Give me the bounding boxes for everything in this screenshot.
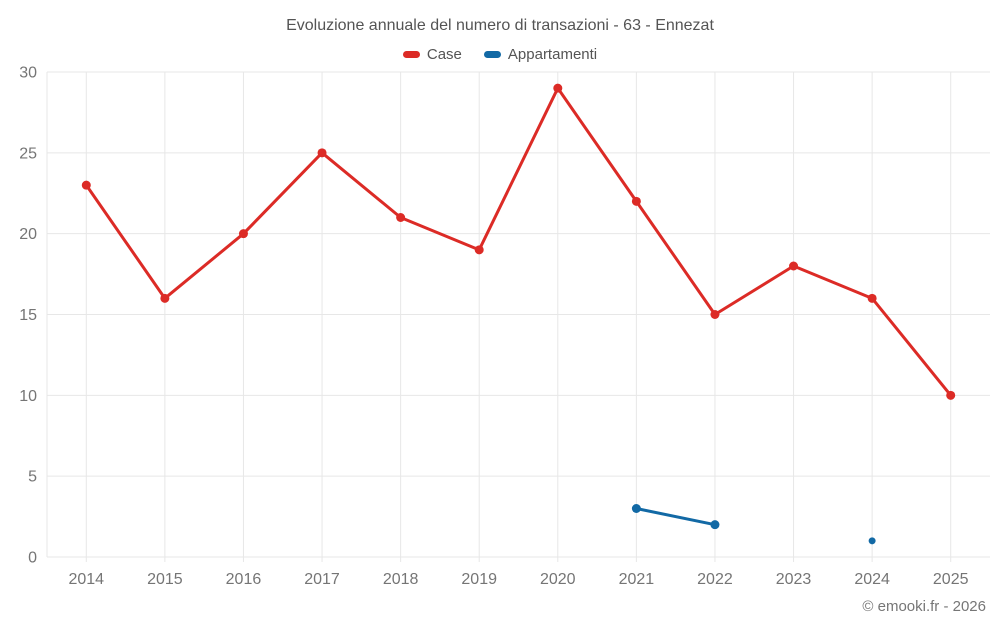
x-axis-tick-label: 2022 (697, 571, 733, 588)
x-axis-tick-label: 2014 (68, 571, 104, 588)
y-axis-tick-label: 30 (19, 65, 37, 82)
x-axis-tick-label: 2017 (304, 571, 340, 588)
data-point-case (710, 310, 720, 319)
x-axis-tick-label: 2025 (933, 571, 969, 588)
x-axis-tick-label: 2021 (619, 571, 655, 588)
data-point-appartamenti (631, 504, 641, 513)
data-point-case (396, 213, 406, 222)
data-point-case (631, 196, 641, 206)
x-axis-tick-label: 2024 (854, 571, 890, 588)
data-point-case (81, 180, 91, 190)
x-axis-tick-label: 2018 (383, 571, 419, 588)
legend-swatch-case (402, 51, 420, 58)
data-point-case (160, 293, 170, 303)
data-point-case (789, 261, 799, 271)
data-point-appartamenti (868, 537, 876, 545)
y-axis-tick-label: 15 (19, 307, 37, 324)
data-point-case (317, 148, 327, 158)
data-point-case (238, 229, 248, 239)
x-axis-tick-label: 2019 (461, 571, 497, 588)
x-axis-tick-label: 2020 (540, 571, 576, 588)
x-axis-tick-label: 2015 (147, 571, 183, 588)
legend-swatch-appartamenti (483, 51, 501, 58)
y-axis-tick-label: 0 (28, 550, 37, 567)
data-point-case (867, 293, 877, 303)
y-axis-tick-label: 10 (19, 388, 37, 405)
y-axis-tick-label: 25 (19, 145, 37, 162)
y-axis-tick-label: 20 (19, 226, 37, 243)
series-line-appartamenti (634, 507, 717, 527)
data-point-appartamenti (710, 520, 720, 530)
data-point-case (553, 83, 563, 93)
chart-legend: Case Appartamenti (0, 46, 1000, 63)
legend-label-case: Case (426, 46, 462, 63)
data-point-case (474, 245, 484, 255)
x-axis-tick-label: 2016 (226, 571, 262, 588)
chart-title: Evoluzione annuale del numero di transaz… (286, 17, 714, 34)
x-axis-tick-label: 2023 (776, 571, 812, 588)
y-axis-tick-label: 5 (28, 469, 37, 486)
legend-label-appartamenti: Appartamenti (507, 46, 598, 63)
chart-footer-credit: © emooki.fr - 2026 (862, 598, 986, 615)
legend-item-appartamenti[interactable]: Appartamenti (483, 46, 598, 63)
legend-item-case[interactable]: Case (402, 46, 462, 63)
series-line-case (84, 86, 953, 397)
data-point-case (946, 390, 956, 400)
